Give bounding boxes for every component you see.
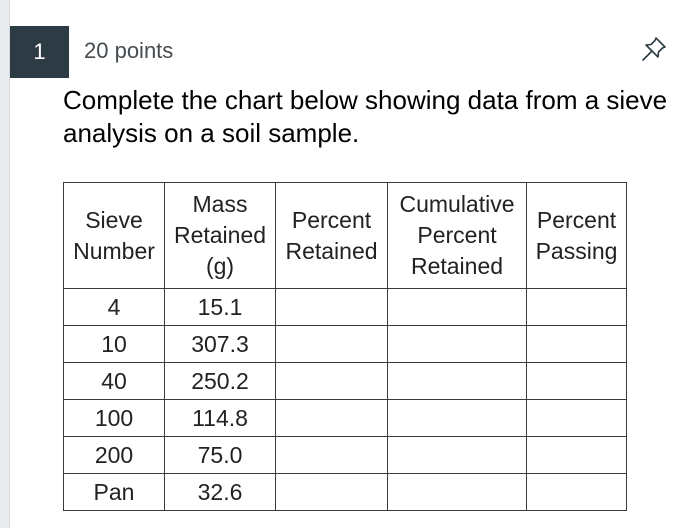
header-line: Passing — [535, 237, 618, 264]
sieve-analysis-table: Sieve Number Mass Retained (g) Percent Retaine… — [63, 182, 627, 511]
header-line: Percent — [536, 206, 617, 233]
question-number-badge: 1 — [10, 26, 69, 78]
header-line: Retained — [173, 222, 267, 248]
percent-retained-cell[interactable] — [275, 288, 388, 326]
table-row: Pan 32.6 — [63, 473, 627, 511]
percent-passing-cell[interactable] — [526, 436, 627, 474]
percent-retained-cell[interactable] — [275, 399, 388, 437]
sieve-number-cell: 100 — [63, 399, 165, 437]
question-text: Complete the chart below showing data fr… — [63, 85, 668, 148]
percent-retained-cell[interactable] — [275, 325, 388, 363]
percent-passing-cell[interactable] — [526, 399, 627, 437]
left-rail — [0, 0, 10, 528]
cumulative-percent-retained-cell[interactable] — [387, 436, 527, 474]
question-points: 20 points — [84, 38, 174, 63]
percent-retained-cell[interactable] — [275, 473, 388, 511]
table-row: 40 250.2 — [63, 362, 627, 400]
mass-retained-cell: 250.2 — [164, 362, 276, 400]
header-line: Cumulative — [399, 191, 515, 217]
mass-retained-cell: 32.6 — [164, 473, 276, 511]
header-line: Mass — [192, 191, 248, 217]
cumulative-percent-retained-cell[interactable] — [387, 325, 527, 363]
cumulative-percent-retained-header: Cumulative Percent Retained — [387, 182, 527, 289]
sieve-number-header: Sieve Number — [63, 182, 165, 289]
header-line: Percent — [417, 222, 497, 248]
table-row: 100 114.8 — [63, 399, 627, 437]
percent-retained-cell[interactable] — [275, 362, 388, 400]
percent-retained-header: Percent Retained — [275, 182, 388, 289]
cumulative-percent-retained-cell[interactable] — [387, 399, 527, 437]
header-line: (g) — [205, 253, 235, 279]
sieve-number-cell: 4 — [63, 288, 165, 326]
mass-retained-header: Mass Retained (g) — [164, 182, 276, 289]
table-row: 4 15.1 — [63, 288, 627, 326]
percent-passing-cell[interactable] — [526, 325, 627, 363]
sieve-number-cell: 40 — [63, 362, 165, 400]
header-line: Retained — [410, 253, 504, 279]
header-line: Percent — [291, 206, 372, 233]
table-body: 4 15.1 10 307.3 40 250.2 100 114.8 200 75.0 Pan 32.… — [63, 288, 627, 511]
mass-retained-cell: 114.8 — [164, 399, 276, 437]
cumulative-percent-retained-cell[interactable] — [387, 288, 527, 326]
table-row: 200 75.0 — [63, 436, 627, 474]
question-number: 1 — [33, 39, 46, 64]
cumulative-percent-retained-cell[interactable] — [387, 473, 527, 511]
mass-retained-cell: 15.1 — [164, 288, 276, 326]
percent-passing-cell[interactable] — [526, 473, 627, 511]
sieve-number-cell: 10 — [63, 325, 165, 363]
header-line: Number — [73, 237, 155, 264]
percent-passing-cell[interactable] — [526, 288, 627, 326]
header-line: Sieve — [85, 206, 143, 233]
header-line: Retained — [285, 237, 378, 264]
table-row: 10 307.3 — [63, 325, 627, 363]
mass-retained-cell: 75.0 — [164, 436, 276, 474]
pushpin-icon[interactable] — [641, 36, 667, 62]
sieve-number-cell: Pan — [63, 473, 165, 511]
percent-retained-cell[interactable] — [275, 436, 388, 474]
percent-passing-header: Percent Passing — [526, 182, 627, 289]
percent-passing-cell[interactable] — [526, 362, 627, 400]
mass-retained-cell: 307.3 — [164, 325, 276, 363]
table-header-row: Sieve Number Mass Retained (g) Percent Retaine… — [63, 182, 627, 289]
cumulative-percent-retained-cell[interactable] — [387, 362, 527, 400]
sieve-number-cell: 200 — [63, 436, 165, 474]
